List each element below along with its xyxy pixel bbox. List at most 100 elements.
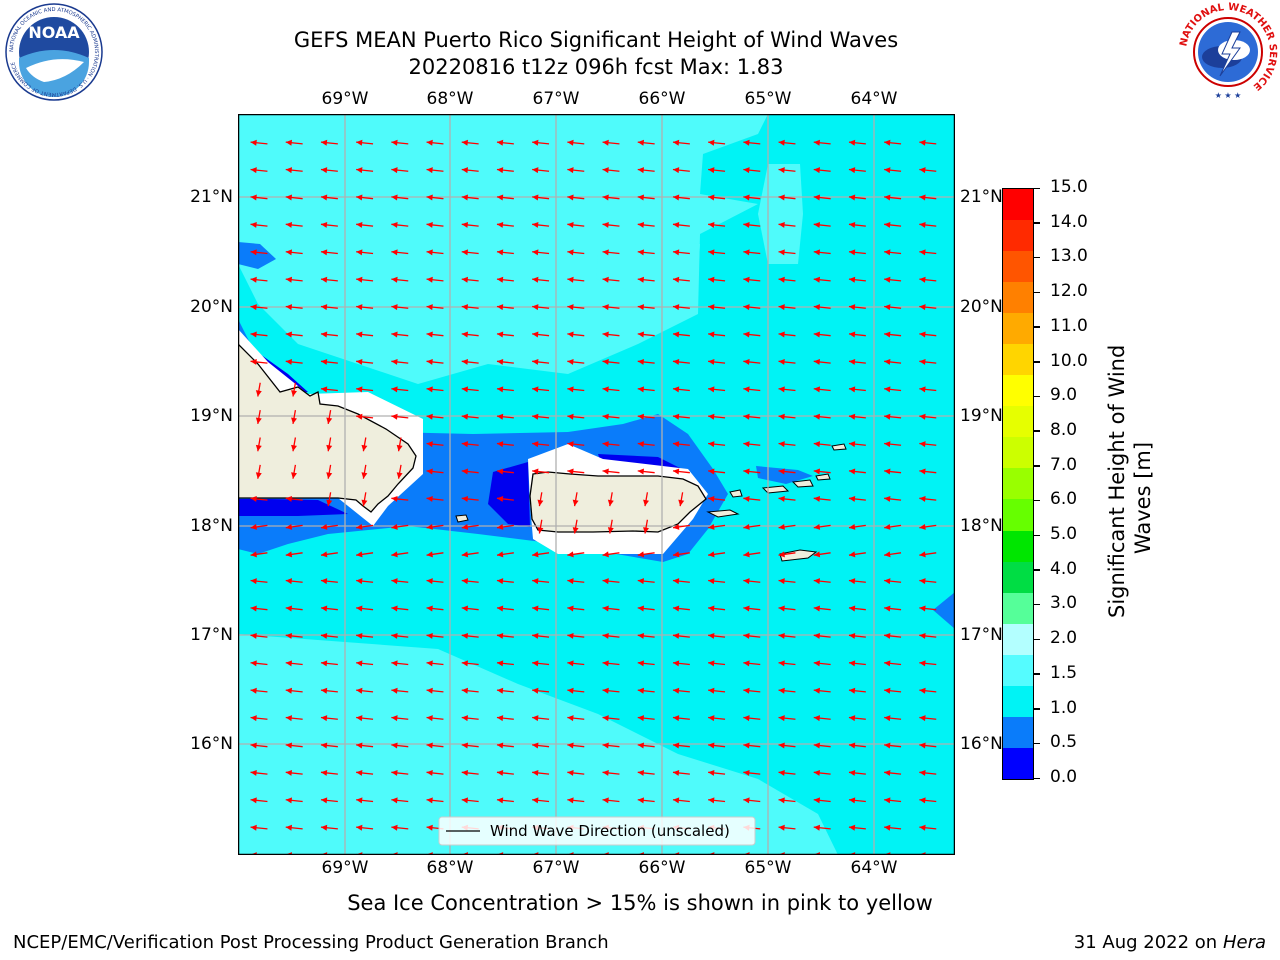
chart-title: GEFS MEAN Puerto Rico Significant Height… <box>293 28 899 52</box>
wave-direction-arrowhead <box>567 276 574 283</box>
wave-direction-arrowhead <box>919 276 926 283</box>
island-anegada <box>831 443 847 451</box>
lat-label-right: 18°N <box>960 516 1003 536</box>
wave-direction-arrowhead <box>250 139 257 146</box>
wave-direction-arrowhead <box>567 468 574 475</box>
wave-direction-arrowhead <box>567 139 574 146</box>
wave-direction-arrowhead <box>848 468 856 475</box>
wave-direction-arrowhead <box>391 715 398 722</box>
wave-direction-arrowhead <box>637 715 645 722</box>
wave-direction-arrowhead <box>884 331 891 338</box>
wave-direction-arrowhead <box>320 687 328 694</box>
wave-direction-arrowhead <box>602 632 609 639</box>
wave-direction-arrowhead <box>285 276 293 283</box>
wave-direction-arrowhead <box>461 605 469 612</box>
wave-direction-arrowhead <box>743 797 750 804</box>
wave-direction-arrowhead <box>320 797 328 804</box>
wave-direction-arrowhead <box>250 769 257 776</box>
wave-direction-arrowhead <box>848 304 856 311</box>
wave-direction-arrowhead <box>532 221 539 228</box>
wave-direction-arrowhead <box>919 578 926 585</box>
colorbar-tick-mark <box>1034 361 1040 363</box>
wave-direction-arrowhead <box>537 527 544 534</box>
wave-direction-arrowhead <box>391 605 398 612</box>
lat-label-left: 19°N <box>190 406 233 426</box>
wave-direction-arrowhead <box>426 495 433 502</box>
lat-label-right: 17°N <box>960 625 1003 645</box>
lat-label-right: 16°N <box>960 734 1003 754</box>
wave-direction-arrowhead <box>461 797 469 804</box>
wave-direction-arrowhead <box>884 769 891 776</box>
wave-direction-arrowhead <box>602 413 609 420</box>
wave-direction-arrowhead <box>743 523 750 530</box>
colorbar-tick-mark <box>1034 256 1040 259</box>
wave-direction-arrowhead <box>361 472 368 479</box>
wave-direction-arrowhead <box>532 386 539 393</box>
wave-direction-arrowhead <box>848 551 856 558</box>
wave-direction-arrowhead <box>607 499 614 507</box>
wave-direction-arrowhead <box>356 386 363 393</box>
wave-direction-arrowhead <box>426 715 433 722</box>
wave-direction-arrowhead <box>567 605 574 612</box>
wave-direction-arrowhead <box>813 769 821 776</box>
wave-direction-arrowhead <box>391 194 398 201</box>
wave-direction-arrowhead <box>356 660 363 667</box>
wave-direction-arrowhead <box>391 221 398 228</box>
island-mona <box>455 514 469 523</box>
wave-direction-arrowhead <box>461 386 469 393</box>
wave-direction-arrowhead <box>743 167 750 174</box>
wave-direction-arrowhead <box>356 249 363 256</box>
wave-direction-arrowhead <box>919 687 926 694</box>
wave-direction-arrowhead <box>672 249 680 256</box>
wave-direction-arrowhead <box>320 167 328 174</box>
wave-direction-arrowhead <box>643 527 649 534</box>
wave-direction-arrowhead <box>813 276 821 283</box>
wave-direction-arrowhead <box>708 221 715 228</box>
colorbar-tick-label: 8.0 <box>1050 419 1078 440</box>
wave-direction-arrowhead <box>567 221 574 228</box>
colorbar-tick-mark <box>1034 777 1040 779</box>
wave-direction-arrowhead <box>567 413 574 420</box>
lon-label-bottom: 68°W <box>426 858 474 878</box>
wave-direction-arrowhead <box>250 194 257 201</box>
wave-direction-arrowhead <box>320 249 328 256</box>
wave-direction-arrowhead <box>607 527 614 534</box>
wave-direction-arrowhead <box>391 413 398 420</box>
wave-direction-arrowhead <box>496 551 504 558</box>
island-virgin <box>761 485 790 494</box>
noaa-logo-text: NOAA <box>28 23 80 42</box>
wave-direction-arrowhead <box>567 441 574 448</box>
wave-direction-arrowhead <box>426 551 433 558</box>
wave-direction-arrowhead <box>356 605 363 612</box>
wave-direction-arrowhead <box>919 139 926 146</box>
colorbar-tick-mark <box>1034 673 1040 675</box>
wave-direction-arrowhead <box>813 468 821 475</box>
wave-direction-arrowhead <box>250 578 257 585</box>
noaa-logo: NOAA NATIONAL OCEANIC AND ATMOSPHERIC AD… <box>5 3 103 101</box>
wave-direction-arrowhead <box>567 304 574 311</box>
wave-direction-arrowhead <box>426 632 433 639</box>
wave-direction-arrowhead <box>532 742 539 749</box>
wave-direction-arrowhead <box>643 499 649 507</box>
colorbar-segment <box>1003 406 1033 438</box>
wave-direction-arrowhead <box>848 742 856 749</box>
wave-direction-arrowhead <box>708 742 715 749</box>
wave-direction-arrowhead <box>708 331 715 338</box>
wave-direction-arrowhead <box>532 551 539 558</box>
lon-label-top: 67°W <box>532 89 580 109</box>
wave-direction-arrowhead <box>813 441 821 448</box>
wave-direction-arrowhead <box>461 578 469 585</box>
colorbar-tick-label: 7.0 <box>1050 454 1078 475</box>
wave-direction-arrowhead <box>813 578 821 585</box>
wave-direction-arrowhead <box>778 660 785 667</box>
wave-direction-arrowhead <box>320 358 328 365</box>
wave-direction-arrowhead <box>532 687 539 694</box>
wave-direction-arrowhead <box>602 715 609 722</box>
wave-direction-arrowhead <box>356 742 363 749</box>
wave-direction-arrowhead <box>320 715 328 722</box>
wave-direction-arrowhead <box>426 578 433 585</box>
wave-direction-arrowhead <box>426 824 433 831</box>
island-culebra <box>729 489 743 498</box>
wave-direction-arrowhead <box>743 249 750 256</box>
wave-direction-arrowhead <box>848 221 856 228</box>
